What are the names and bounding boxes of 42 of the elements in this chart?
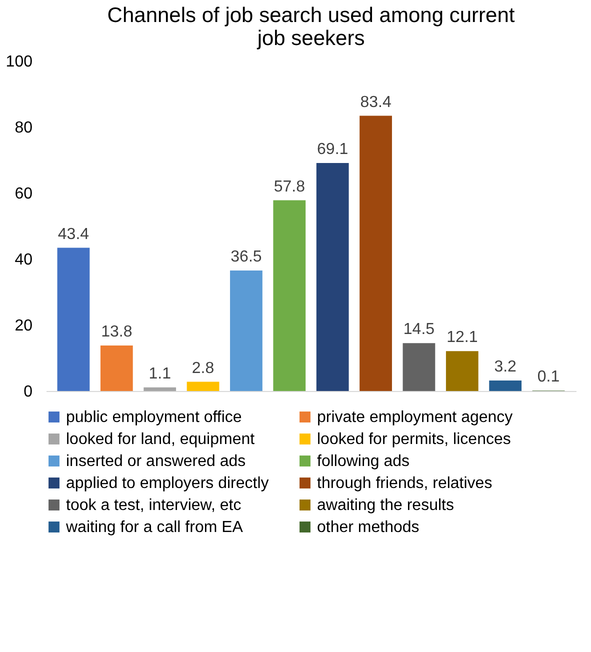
bar	[489, 380, 522, 391]
y-tick-label: 80	[14, 120, 33, 136]
legend-label: awaiting the results	[317, 497, 454, 514]
data-label: 57.8	[274, 178, 306, 196]
legend-label: other methods	[317, 519, 420, 536]
legend-label: inserted or answered ads	[66, 453, 246, 470]
bar	[402, 343, 436, 391]
bar	[446, 351, 478, 391]
y-tick-label: 100	[6, 54, 33, 70]
bar	[360, 116, 392, 391]
data-label: 13.8	[101, 323, 132, 340]
data-label: 14.5	[403, 321, 435, 338]
legend-label: through friends, relatives	[317, 475, 492, 492]
legend-label: looked for permits, licences	[317, 431, 511, 448]
data-label: 1.1	[148, 365, 172, 382]
bar	[273, 200, 306, 391]
data-label: 12.1	[446, 329, 478, 346]
legend-label: following ads	[317, 453, 410, 470]
data-label: 3.2	[494, 358, 517, 376]
legend-label: waiting for a call from EA	[65, 519, 244, 536]
y-tick-label: 20	[14, 318, 33, 334]
data-label: 2.8	[192, 360, 214, 377]
legend-label: public employment office	[66, 409, 242, 426]
y-tick-label: 0	[24, 384, 33, 400]
bar	[144, 387, 176, 391]
legend-label: took a test, interview, etc	[66, 497, 242, 514]
legend-label: looked for land, equipment	[66, 431, 256, 448]
data-label: 83.4	[360, 94, 392, 111]
legend-label: applied to employers directly	[66, 475, 269, 492]
data-label: 43.4	[58, 226, 90, 243]
bar	[100, 345, 133, 391]
chart-title: Channels of job search used among current job seekers	[107, 4, 515, 50]
data-label: 0.1	[537, 368, 560, 386]
legend-label: private employment agency	[317, 409, 513, 426]
y-tick-label: 60	[14, 186, 33, 202]
bar	[186, 382, 220, 391]
bar	[230, 270, 262, 391]
bar	[316, 162, 349, 391]
data-label: 69.1	[317, 140, 348, 158]
bar	[57, 248, 90, 391]
y-tick-label: 40	[14, 252, 33, 268]
data-label: 36.5	[230, 248, 262, 266]
